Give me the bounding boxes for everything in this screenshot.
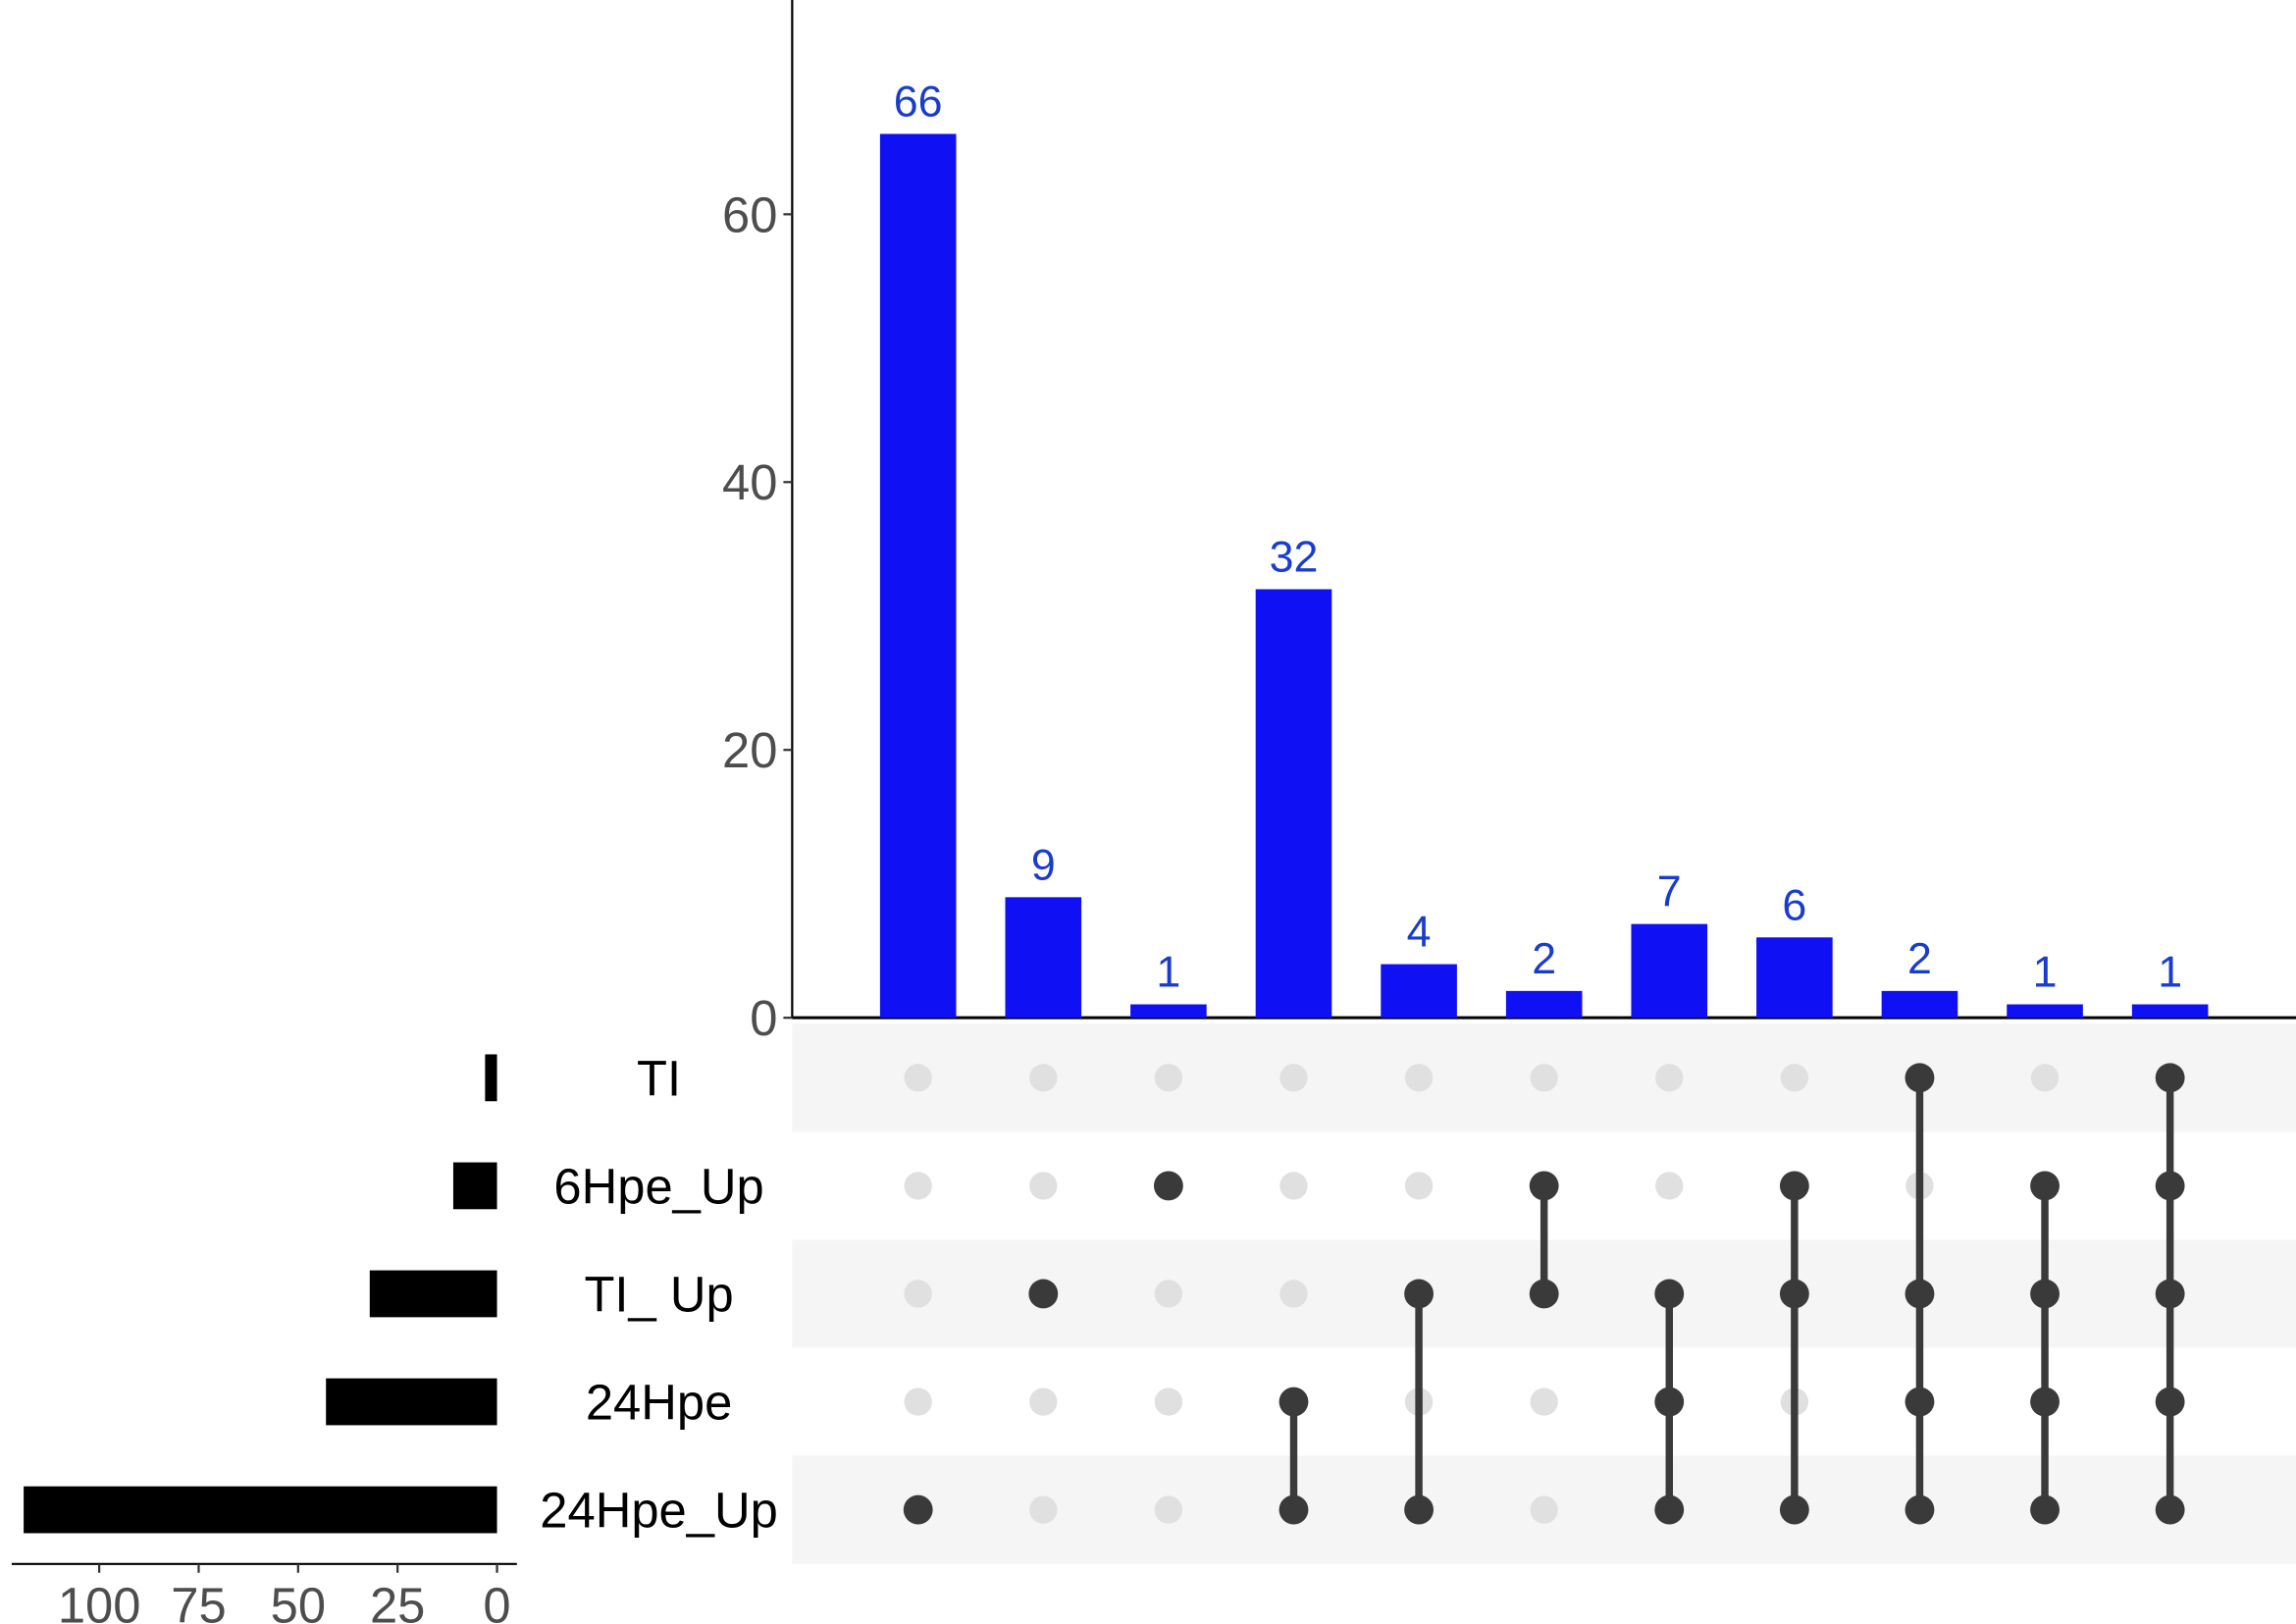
member-dot (2030, 1279, 2060, 1309)
member-dot (2030, 1387, 2060, 1417)
empty-dot (1530, 1064, 1558, 1092)
y-tick-label: 20 (722, 722, 777, 778)
x-tick-label: 75 (171, 1578, 226, 1624)
member-dot (1404, 1279, 1435, 1309)
bar (1005, 897, 1082, 1019)
set-size-bar (369, 1270, 497, 1318)
empty-dot (904, 1280, 932, 1308)
member-dot (2155, 1063, 2185, 1093)
empty-dot (1154, 1388, 1183, 1416)
x-tick-label: 25 (370, 1578, 425, 1624)
bar (1255, 589, 1332, 1019)
member-dot (1404, 1494, 1435, 1525)
bar-value-label: 9 (1031, 840, 1056, 889)
bar-value-label: 32 (1270, 533, 1319, 582)
set-label: 24Hpe (586, 1374, 732, 1430)
bar (1505, 990, 1583, 1019)
empty-dot (1404, 1064, 1434, 1092)
empty-dot (1154, 1495, 1183, 1524)
x-tick-label: 100 (58, 1578, 141, 1624)
member-dot (1028, 1279, 1059, 1309)
member-dot (1278, 1387, 1309, 1417)
bar-value-label: 1 (2158, 948, 2182, 997)
empty-dot (904, 1064, 932, 1092)
empty-dot (1279, 1172, 1308, 1200)
member-dot (1654, 1494, 1685, 1525)
bar (1631, 923, 1708, 1019)
bar (2131, 1004, 2209, 1019)
set-label: 24Hpe_Up (540, 1483, 778, 1539)
y-tick-label: 0 (750, 990, 777, 1046)
member-dot (2155, 1387, 2185, 1417)
empty-dot (1154, 1064, 1183, 1092)
empty-dot (1029, 1388, 1058, 1416)
x-tick-label: 50 (271, 1578, 326, 1624)
bar (2007, 1004, 2083, 1019)
bar (1130, 1004, 1207, 1019)
member-dot (903, 1494, 933, 1525)
member-dot (1905, 1279, 1935, 1309)
member-dot (1905, 1387, 1935, 1417)
empty-dot (1029, 1064, 1058, 1092)
bar (1381, 964, 1457, 1019)
x-tick-label: 0 (483, 1578, 510, 1624)
empty-dot (1530, 1495, 1558, 1524)
bar-value-label: 6 (1782, 880, 1806, 929)
bar-value-label: 2 (1532, 934, 1556, 983)
set-size-bar (24, 1486, 497, 1534)
member-dot (1779, 1171, 1809, 1201)
member-dot (1905, 1494, 1935, 1525)
bar-value-label: 2 (1907, 934, 1932, 983)
set-size-bar (485, 1054, 497, 1102)
member-dot (2155, 1279, 2185, 1309)
empty-dot (1029, 1172, 1058, 1200)
member-dot (1153, 1171, 1183, 1201)
member-dot (1529, 1279, 1559, 1309)
set-label: TI (637, 1050, 681, 1106)
member-dot (1529, 1171, 1559, 1201)
empty-dot (1655, 1172, 1684, 1200)
bar-value-label: 1 (1156, 948, 1180, 997)
y-tick-label: 60 (722, 186, 777, 242)
member-dot (1654, 1279, 1685, 1309)
set-label: 6Hpe_Up (553, 1158, 763, 1214)
empty-dot (1279, 1064, 1308, 1092)
member-dot (1278, 1494, 1309, 1525)
member-dot (1905, 1063, 1935, 1093)
empty-dot (904, 1172, 932, 1200)
member-dot (1779, 1494, 1809, 1525)
empty-dot (1279, 1280, 1308, 1308)
member-dot (1654, 1387, 1685, 1417)
set-size-bar (326, 1378, 497, 1426)
set-size-bar (452, 1162, 497, 1210)
member-dot (2155, 1494, 2185, 1525)
bar-value-label: 7 (1657, 867, 1682, 917)
member-dot (2030, 1171, 2060, 1201)
set-label: TI_ Up (584, 1266, 733, 1322)
empty-dot (1655, 1064, 1684, 1092)
empty-dot (1404, 1172, 1434, 1200)
member-dot (2155, 1171, 2185, 1201)
bar (879, 133, 957, 1019)
bar (1881, 990, 1958, 1019)
empty-dot (1780, 1064, 1809, 1092)
empty-dot (1029, 1495, 1058, 1524)
bar-value-label: 4 (1407, 908, 1432, 957)
member-dot (2030, 1494, 2060, 1525)
y-tick-label: 40 (722, 454, 777, 510)
bar-value-label: 66 (894, 78, 943, 127)
empty-dot (2030, 1064, 2060, 1092)
member-dot (1779, 1279, 1809, 1309)
bar-value-label: 1 (2033, 948, 2058, 997)
empty-dot (904, 1388, 932, 1416)
empty-dot (1530, 1388, 1558, 1416)
bar (1756, 937, 1833, 1019)
empty-dot (1154, 1280, 1183, 1308)
